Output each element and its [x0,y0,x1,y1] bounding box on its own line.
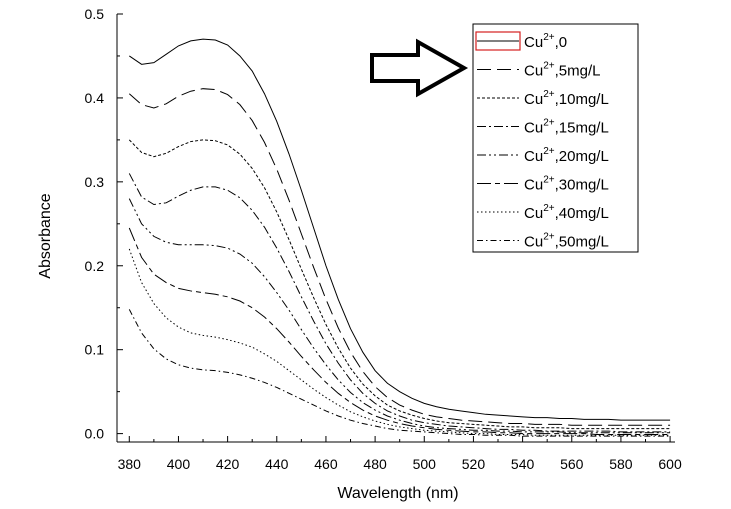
legend-label: Cu2+,0 [524,32,567,51]
series-line-2 [128,139,671,430]
y-tick-label: 0.4 [85,90,105,106]
x-tick-label: 480 [363,456,387,472]
legend-label: Cu2+,5mg/L [524,61,600,80]
legend-label: Cu2+,40mg/L [524,203,609,222]
legend-label: Cu2+,20mg/L [524,146,609,165]
y-tick-label: 0.2 [85,258,105,274]
y-tick-label: 0.5 [85,6,105,22]
legend-label: Cu2+,10mg/L [524,89,609,108]
x-axis-title: Wavelength (nm) [337,485,458,502]
y-tick-label: 0.0 [85,426,105,442]
x-tick-label: 460 [314,456,338,472]
series-line-6 [128,248,671,436]
series-line-0 [129,38,671,421]
y-axis-ticks: 0.0 0.1 0.2 0.3 0.4 0.5 [85,6,123,442]
x-tick-label: 600 [658,456,682,472]
legend-label: Cu2+,15mg/L [524,118,609,137]
x-tick-label: 580 [609,456,633,472]
x-tick-label: 400 [167,456,191,472]
legend-label: Cu2+,30mg/L [524,175,609,194]
x-tick-label: 420 [216,456,240,472]
x-tick-label: 440 [265,456,289,472]
legend: Cu2+,0 Cu2+,5mg/L Cu2+,10mg/L Cu2+,15mg/L Cu… [472,23,639,253]
series-lines [128,38,671,437]
x-tick-label: 380 [118,456,142,472]
y-tick-label: 0.3 [85,174,105,190]
right-arrow-icon [370,38,469,98]
axes [116,14,675,443]
y-tick-label: 0.1 [85,342,105,358]
series-line-3 [128,173,671,433]
x-tick-label: 520 [462,456,486,472]
x-tick-label: 560 [560,456,584,472]
x-tick-label: 540 [511,456,535,472]
series-line-5 [128,227,671,435]
series-line-7 [128,309,671,437]
series-line-1 [128,88,671,426]
x-axis-ticks: 380 400 420 440 460 480 500 520 540 560 580 600 [118,436,682,472]
series-line-4 [128,198,671,434]
legend-label: Cu2+,50mg/L [524,232,609,251]
y-axis-title: Absorbance [37,193,54,278]
legend-box [472,23,639,253]
x-tick-label: 500 [413,456,437,472]
